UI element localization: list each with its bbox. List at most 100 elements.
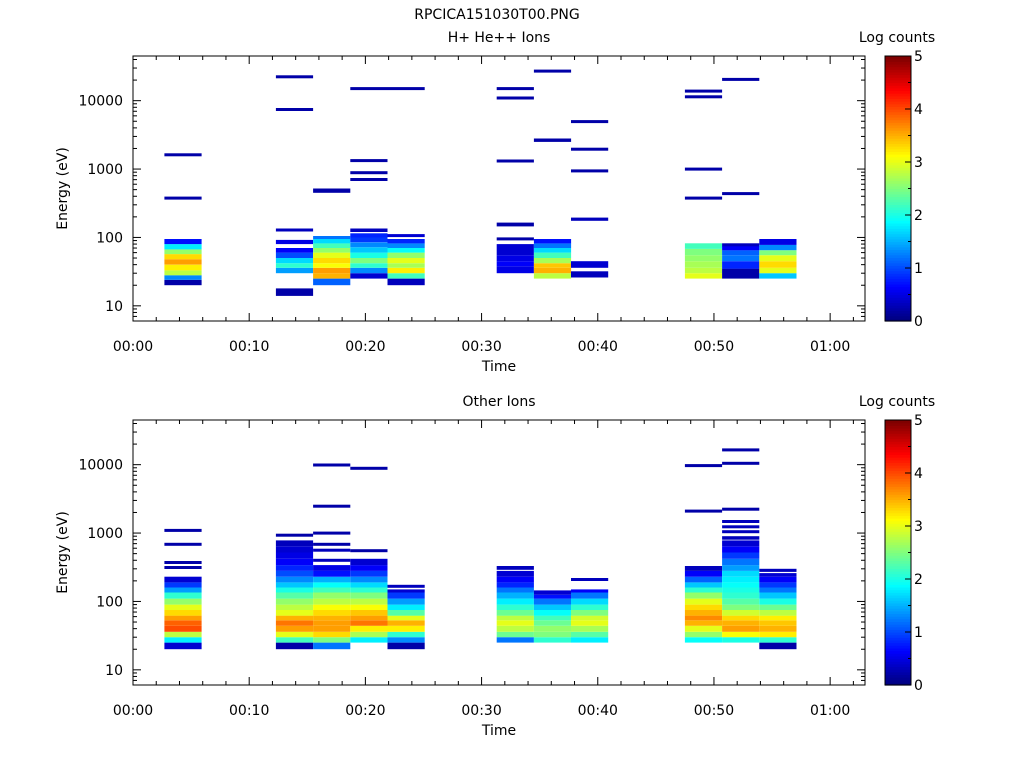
heatmap-cell [275,252,314,258]
heatmap-cell [759,244,797,251]
heatmap-cell [684,273,723,279]
colorbar-segment [885,512,911,516]
colorbar-segment [885,435,911,440]
heatmap-cell [533,620,572,626]
colorbar-segment [885,169,911,174]
heatmap-cell [759,576,797,583]
heatmap-cell [164,561,202,564]
colorbar-segment [885,425,911,429]
colorbar-segment [885,618,911,622]
heatmap-cell [496,610,534,616]
heatmap-cell [759,267,797,274]
heatmap-cell [684,576,723,583]
heatmap-cell [350,615,388,621]
heatmap-cell [684,167,723,171]
colorbar-segment [885,175,911,179]
colorbar-segment [885,225,911,229]
heatmap-cell [722,576,760,583]
heatmap-cell [571,578,609,581]
heatmap-cell [722,582,760,588]
heatmap-cell [722,604,760,610]
colorbar-segment [885,236,911,240]
heatmap-cell [387,610,425,616]
colorbar-segment [885,547,911,551]
heatmap-cell [571,631,609,638]
heatmap-cell [350,228,388,232]
colorbar-segment [885,63,911,68]
y-tick-label: 1000 [87,526,123,542]
colorbar-segment [885,473,911,477]
heatmap-cell [571,120,609,124]
heatmap-cell [164,598,202,605]
heatmap-cell [722,255,760,262]
heatmap-cell [722,620,760,626]
heatmap-cell [496,582,534,588]
colorbar-segment [885,589,911,593]
heatmap-cell [387,87,425,91]
colorbar-segment [885,608,911,612]
colorbar-segment [885,230,911,235]
heatmap-cell [164,239,202,245]
colorbar-segment [885,536,911,540]
heatmap-cell [387,592,425,599]
heatmap-cell [496,631,534,638]
heatmap-cell [350,637,388,643]
heatmap-cell [387,604,425,610]
heatmap-cell [164,259,202,265]
heatmap-cell [496,615,534,621]
colorbar-segment [885,273,911,277]
heatmap-cell [350,565,388,571]
colorbar-segment [885,164,911,168]
heatmap-cell [722,570,760,577]
colorbar-segment [885,602,911,607]
colorbar-segment [885,584,911,588]
colorbar-segment [885,193,911,198]
heatmap-cell [313,582,351,588]
heatmap-cell [533,637,572,643]
colorbar-segment [885,433,911,437]
colorbar-segment [885,61,911,65]
heatmap-cell [387,589,425,593]
heatmap-cell [313,587,351,593]
heatmap-cell [722,525,760,529]
heatmap-cell [496,159,534,163]
heatmap-cell [313,631,351,638]
colorbar-segment [885,109,911,113]
colorbar-segment [885,302,911,306]
heatmap-cell [759,568,797,572]
heatmap-cell [313,620,351,626]
heatmap-cell [350,178,388,181]
heatmap-cell [313,570,351,577]
heatmap-cell [313,565,351,571]
heatmap-cell [164,615,202,621]
heatmap-cell [164,196,202,200]
heatmap-cell [275,620,314,626]
heatmap-cell [164,153,202,157]
colorbar-tick-label: 2 [914,208,923,224]
colorbar-segment [885,180,911,184]
heatmap-cell [275,598,314,605]
colorbar-segment [885,127,911,131]
heatmap-cell [275,642,314,650]
colorbar-segment [885,650,911,654]
heatmap-cells [164,69,797,296]
heatmap-cell [722,261,760,269]
heatmap-cell [313,625,351,632]
x-tick-label: 00:00 [113,703,153,719]
heatmap-cell [496,255,534,262]
colorbar-segment [885,159,911,163]
heatmap-cell [313,642,351,650]
x-tick-label: 00:10 [229,703,269,719]
colorbar-segment [885,679,911,683]
colorbar-tick-label: 0 [914,678,923,694]
colorbar-segment [885,666,911,670]
heatmap-cell [387,273,425,279]
colorbar-segment [885,201,911,205]
heatmap-cell [275,592,314,599]
heatmap-cell [533,594,572,599]
heatmap-cell [722,507,760,511]
heatmap-cell [350,558,388,566]
colorbar-segment [885,441,911,445]
heatmap-cell [571,589,609,593]
colorbar-segment [885,592,911,596]
